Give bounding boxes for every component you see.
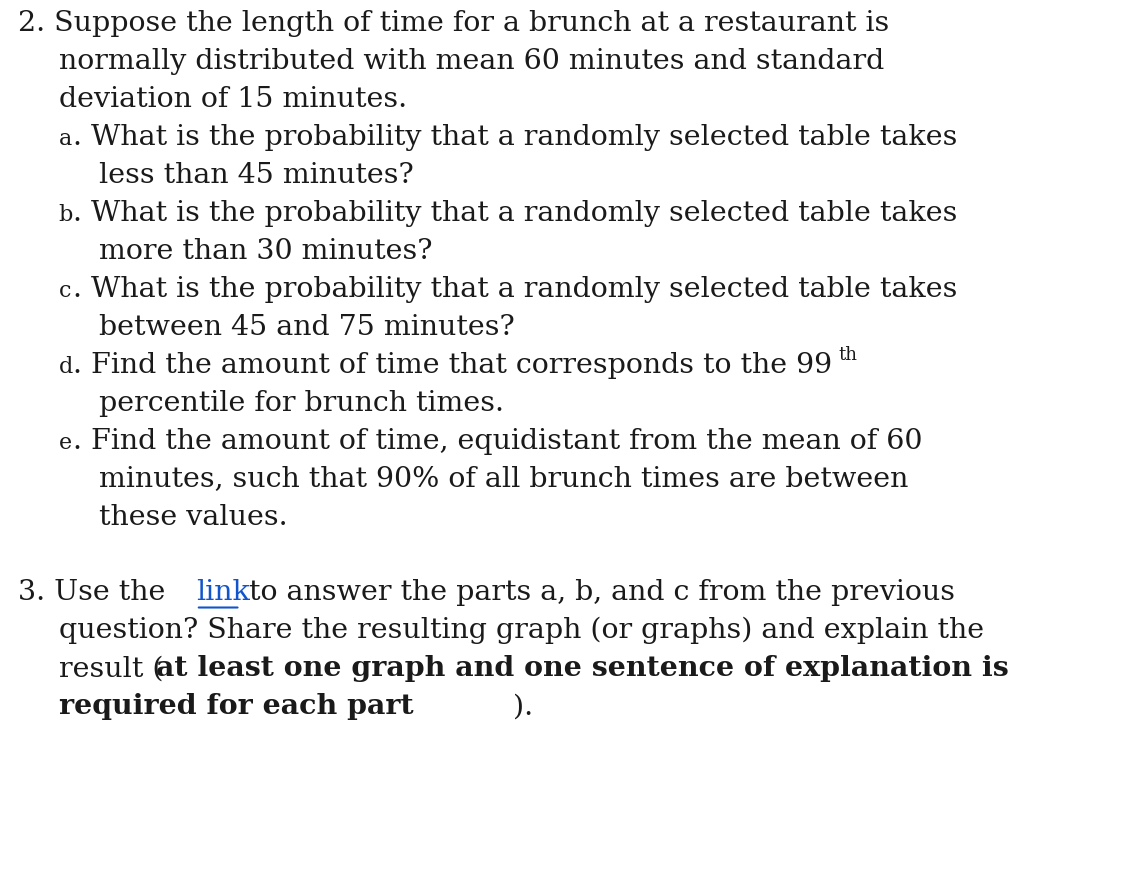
Text: . Find the amount of time, equidistant from the mean of 60: . Find the amount of time, equidistant f… xyxy=(73,427,922,455)
Text: . What is the probability that a randomly selected table takes: . What is the probability that a randoml… xyxy=(73,200,957,227)
Text: question? Share the resulting graph (or graphs) and explain the: question? Share the resulting graph (or … xyxy=(58,617,983,645)
Text: between 45 and 75 minutes?: between 45 and 75 minutes? xyxy=(99,313,515,341)
Text: . Find the amount of time that corresponds to the 99: . Find the amount of time that correspon… xyxy=(73,351,831,379)
Text: deviation of 15 minutes.: deviation of 15 minutes. xyxy=(58,86,407,113)
Text: 3. Use the: 3. Use the xyxy=(18,579,174,607)
Text: 2. Suppose the length of time for a brunch at a restaurant is: 2. Suppose the length of time for a brun… xyxy=(18,10,890,37)
Text: . What is the probability that a randomly selected table takes: . What is the probability that a randoml… xyxy=(73,124,957,151)
Text: a: a xyxy=(58,128,72,150)
Text: . What is the probability that a randomly selected table takes: . What is the probability that a randoml… xyxy=(73,275,957,303)
Text: required for each part: required for each part xyxy=(58,693,413,721)
Text: these values.: these values. xyxy=(99,503,288,531)
Text: at least one graph and one sentence of explanation is: at least one graph and one sentence of e… xyxy=(155,655,1008,683)
Text: e: e xyxy=(58,432,72,454)
Text: minutes, such that 90% of all brunch times are between: minutes, such that 90% of all brunch tim… xyxy=(99,465,908,493)
Text: d: d xyxy=(58,356,73,378)
Text: percentile for brunch times.: percentile for brunch times. xyxy=(99,389,504,417)
Text: c: c xyxy=(58,280,71,302)
Text: b: b xyxy=(58,204,73,226)
Text: ).: ). xyxy=(513,693,533,721)
Text: to answer the parts a, b, and c from the previous: to answer the parts a, b, and c from the… xyxy=(241,579,955,607)
Text: normally distributed with mean 60 minutes and standard: normally distributed with mean 60 minute… xyxy=(58,48,884,75)
Text: link: link xyxy=(196,579,250,607)
Text: result (: result ( xyxy=(58,655,163,683)
Text: th: th xyxy=(838,346,857,365)
Text: less than 45 minutes?: less than 45 minutes? xyxy=(99,162,414,189)
Text: more than 30 minutes?: more than 30 minutes? xyxy=(99,238,432,265)
